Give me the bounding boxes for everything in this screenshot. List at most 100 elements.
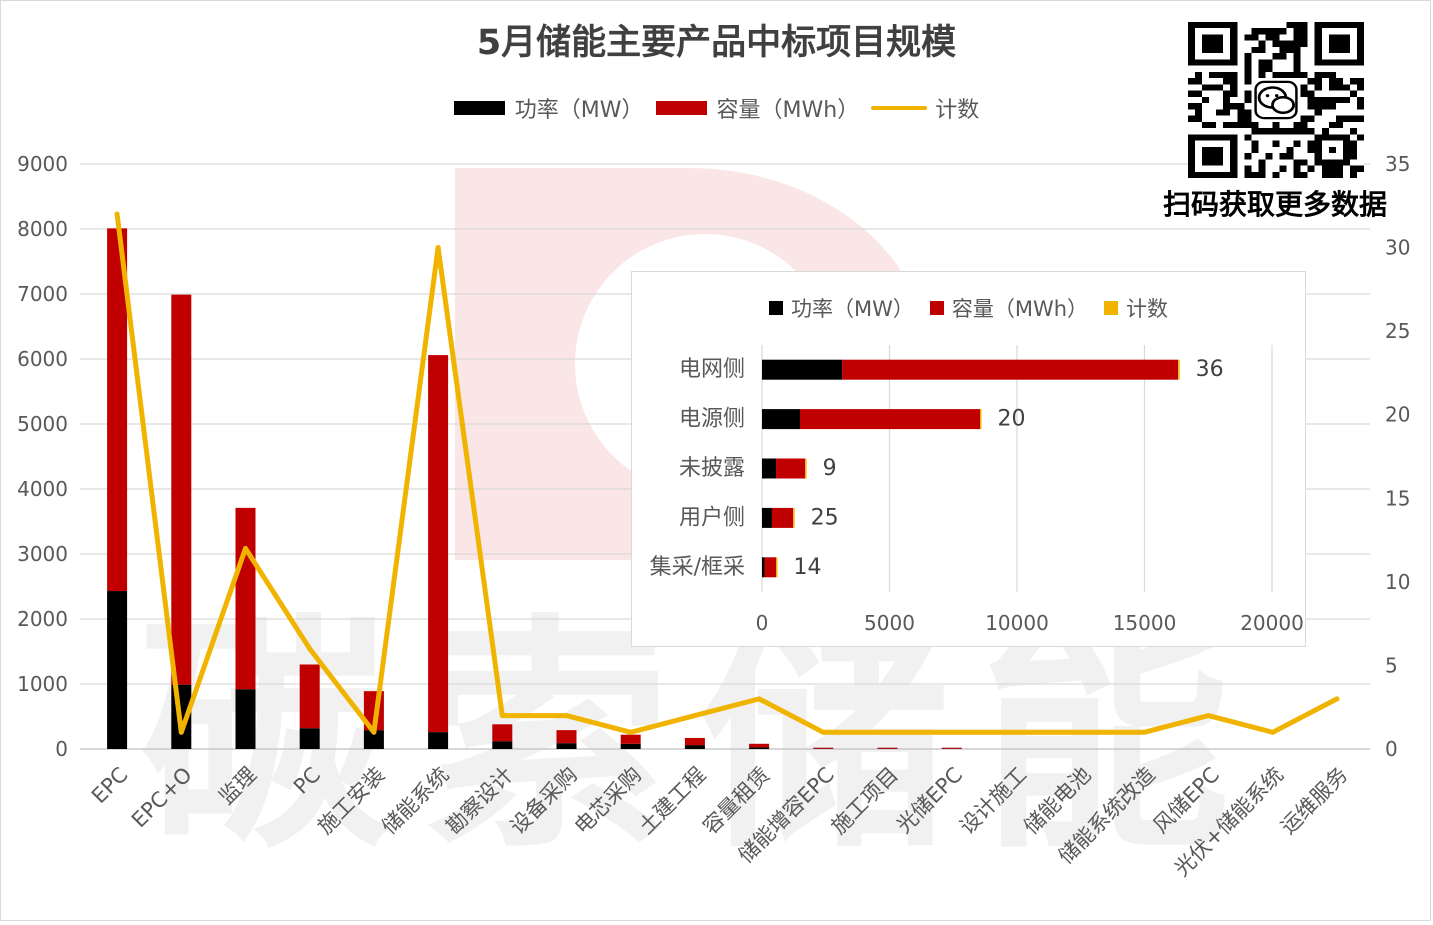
right-axis-tick-label-3: 15: [1385, 486, 1410, 510]
inset-bar-count-2: [805, 458, 807, 479]
bar-capacity-8: [620, 734, 641, 744]
count-line: [114, 211, 1340, 735]
legend-label-capacity: 容量（MWh）: [716, 98, 860, 123]
x-axis-label-18: 光伏+储能系统: [1170, 763, 1289, 882]
left-axis-tick-label-0: 0: [55, 737, 68, 761]
inset-legend-label-count: 计数: [1126, 297, 1169, 321]
inset-x-tick-label-2: 10000: [985, 611, 1049, 635]
left-axis-tick-label-2: 2000: [17, 607, 68, 631]
bar-power-9: [684, 745, 705, 749]
wechat-icon: [1254, 80, 1298, 120]
count-point-8: [628, 729, 634, 735]
inset-legend-swatch-capacity: [929, 301, 944, 315]
inset-bar-count-3: [793, 507, 795, 528]
qr-modules: [1188, 22, 1364, 178]
qr-code: [1188, 22, 1364, 178]
bar-power-6: [492, 741, 513, 749]
x-axis-label-3: PC: [289, 763, 325, 799]
legend-label-power: 功率（MW）: [514, 98, 644, 123]
right-axis-tick-label-6: 30: [1385, 236, 1410, 260]
inset-legend-label-capacity: 容量（MWh）: [951, 297, 1089, 321]
count-point-0: [114, 211, 120, 217]
inset-category-label-1: 电源侧: [679, 407, 745, 432]
legend-item-count: 计数: [871, 92, 979, 124]
x-axis-label-6: 勘察设计: [441, 763, 517, 839]
legend-swatch-capacity: [655, 101, 707, 115]
bar-capacity-7: [556, 730, 577, 744]
count-point-11: [820, 729, 826, 735]
x-axis-label-4: 施工安装: [313, 763, 389, 839]
bar-power-8: [620, 743, 641, 749]
inset-count-label-2: 9: [823, 456, 837, 481]
inset-bar-count-1: [980, 409, 982, 430]
count-point-13: [949, 729, 955, 735]
bar-power-5: [428, 732, 449, 749]
bar-capacity-13: [941, 747, 962, 749]
x-axis-label-7: 设备采购: [506, 763, 582, 839]
inset-legend-item-capacity: 容量（MWh）: [929, 293, 1089, 323]
left-axis-tick-label-5: 5000: [17, 412, 68, 436]
legend-label-count: 计数: [935, 98, 980, 123]
inset-legend-item-count: 计数: [1104, 293, 1168, 323]
bar-power-3: [299, 728, 320, 749]
bar-capacity-10: [749, 743, 770, 748]
count-point-10: [756, 696, 762, 702]
left-axis-tick-label-9: 9000: [17, 152, 68, 176]
chart-title: 5月储能主要产品中标项目规模: [476, 23, 957, 63]
count-point-4: [371, 729, 377, 735]
inset-data-labels: 36 20 9 25 14: [794, 357, 1224, 580]
count-point-12: [885, 729, 890, 735]
left-axis-tick-label-8: 8000: [17, 217, 68, 241]
bar-capacity-11: [813, 747, 834, 749]
inset-bar-power-4: [762, 557, 765, 578]
x-axis-label-12: 施工项目: [827, 763, 903, 839]
inset-x-tick-label-4: 20000: [1240, 611, 1304, 635]
left-axis-tick-label-4: 4000: [17, 477, 68, 501]
bar-power-7: [556, 743, 577, 749]
inset-bar-count-0: [1178, 359, 1180, 380]
x-axis-label-0: EPC: [87, 763, 133, 809]
inset-legend-swatch-count: [1104, 301, 1119, 315]
inset-bar-power-2: [762, 458, 777, 479]
right-axis-ticks: 0 5 10 15 20 25 30 35: [1385, 152, 1410, 761]
count-series: [114, 211, 1340, 735]
bar-capacity-1: [171, 294, 192, 685]
count-point-19: [1334, 696, 1340, 702]
inset-bar-power-1: [762, 409, 800, 430]
inset-bar-capacity-1: [799, 409, 981, 430]
left-axis-tick-label-6: 6000: [17, 347, 68, 371]
legend-swatch-count: [871, 106, 928, 110]
inset-category-label-3: 用户侧: [679, 505, 745, 530]
count-point-3: [307, 646, 313, 652]
legend-item-power: 功率（MW）: [453, 92, 644, 124]
inset-bar-count-4: [776, 557, 778, 578]
right-axis-tick-label-0: 0: [1385, 737, 1398, 761]
inset-count-label-3: 25: [811, 505, 839, 530]
x-axis-label-1: EPC+O: [127, 763, 197, 833]
count-point-18: [1270, 729, 1276, 735]
count-point-1: [178, 729, 184, 735]
count-point-15: [1077, 729, 1083, 735]
bar-capacity-9: [684, 737, 705, 746]
x-axis-label-13: 光储EPC: [892, 763, 967, 838]
inset-category-label-0: 电网侧: [679, 357, 745, 382]
x-axis-label-14: 设计施工: [955, 763, 1031, 839]
right-axis-tick-label-4: 20: [1385, 403, 1410, 427]
main-legend: 功率（MW） 容量（MWh） 计数: [0, 92, 1433, 124]
inset-bar-capacity-3: [771, 507, 794, 528]
x-axis-label-5: 储能系统: [377, 763, 453, 839]
left-axis-tick-label-7: 7000: [17, 282, 68, 306]
inset-bar-power-0: [762, 359, 843, 380]
inset-legend-label-power: 功率（MW）: [790, 297, 914, 321]
inset-category-label-2: 未披露: [679, 456, 745, 481]
count-point-6: [499, 713, 505, 719]
right-axis-tick-label-7: 35: [1385, 152, 1410, 176]
right-axis-tick-label-1: 5: [1385, 653, 1398, 677]
x-axis-label-8: 电芯采购: [570, 763, 646, 839]
count-point-7: [564, 713, 569, 719]
left-axis-tick-label-1: 1000: [17, 672, 68, 696]
